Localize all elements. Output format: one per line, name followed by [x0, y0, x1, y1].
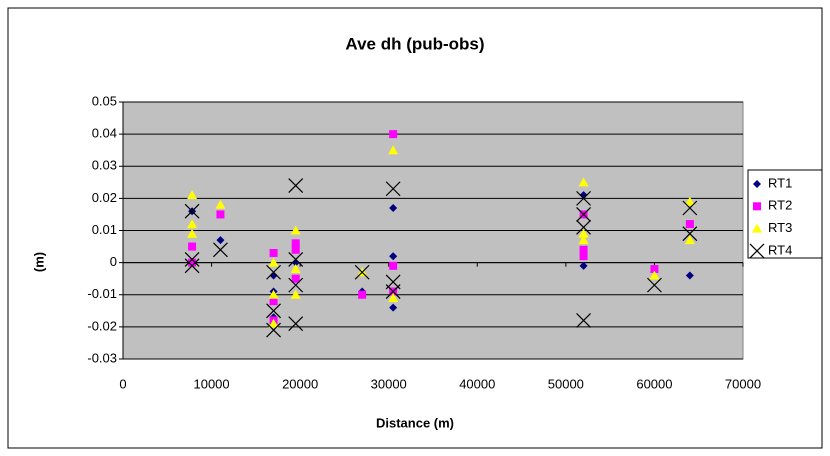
y-tick-label: -0.02: [87, 318, 117, 333]
legend-marker: [753, 202, 761, 211]
chart-title: Ave dh (pub-obs): [345, 34, 484, 53]
x-tick-label: 30000: [371, 376, 407, 391]
data-point: [266, 322, 281, 338]
data-point: [213, 242, 228, 258]
data-point: [216, 210, 225, 219]
data-point: [578, 177, 589, 187]
data-point: [579, 252, 588, 261]
data-point: [215, 199, 226, 209]
legend-marker: [749, 243, 765, 259]
y-tick-label: -0.01: [87, 286, 117, 301]
data-point: [389, 303, 398, 312]
data-point: [268, 289, 279, 299]
x-tick-label: 10000: [193, 376, 229, 391]
y-axis-title: (m): [31, 252, 46, 272]
data-point: [268, 318, 279, 328]
data-point: [291, 239, 300, 248]
data-point: [188, 242, 197, 251]
legend-marker: [752, 223, 762, 233]
data-point: [682, 200, 698, 216]
data-point: [684, 235, 695, 245]
data-point: [290, 289, 301, 299]
data-point: [685, 271, 694, 280]
data-point: [188, 258, 197, 267]
data-point: [187, 190, 198, 200]
data-point: [389, 130, 398, 139]
data-point: [578, 228, 589, 238]
data-point: [684, 196, 695, 206]
data-point: [576, 190, 591, 206]
data-point: [354, 264, 370, 280]
data-point: [269, 297, 278, 306]
x-tick-label: 70000: [725, 376, 761, 391]
x-tick-label: 50000: [548, 376, 584, 391]
data-point: [358, 290, 367, 299]
data-point: [650, 265, 659, 274]
data-point: [288, 251, 304, 267]
data-point: [649, 270, 660, 280]
data-point: [288, 316, 304, 332]
data-point: [685, 220, 694, 229]
data-point: [579, 261, 588, 270]
data-point: [269, 248, 278, 257]
data-point: [266, 264, 281, 280]
data-point: [291, 274, 300, 283]
data-point: [385, 284, 401, 299]
legend-label: RT2: [768, 198, 792, 213]
data-point: [576, 219, 591, 235]
x-tick-label: 40000: [459, 376, 495, 391]
y-tick-label: 0.01: [92, 222, 117, 237]
data-point: [187, 228, 198, 238]
data-point: [184, 203, 200, 219]
data-point: [291, 245, 300, 254]
legend-label: RT4: [768, 242, 792, 257]
data-point: [288, 277, 304, 293]
data-point: [290, 264, 301, 274]
legend-label: RT3: [768, 220, 792, 235]
y-tick-label: 0.02: [92, 190, 117, 205]
x-tick-label: 20000: [282, 376, 318, 391]
data-point: [647, 277, 662, 293]
data-point: [385, 181, 401, 197]
data-point: [266, 303, 281, 319]
y-tick-label: 0: [110, 254, 117, 269]
data-point: [216, 236, 225, 245]
y-tick-label: 0.04: [92, 126, 117, 141]
y-tick-label: 0.03: [92, 158, 117, 173]
data-point: [576, 313, 591, 328]
data-point: [290, 225, 301, 235]
data-point: [579, 245, 588, 254]
data-point: [389, 204, 398, 213]
y-tick-label: 0.05: [92, 93, 117, 108]
data-point: [388, 145, 399, 155]
data-point: [682, 226, 698, 242]
x-axis-title: Distance (m): [376, 415, 454, 430]
data-point: [578, 235, 589, 245]
x-tick-label: 0: [119, 376, 126, 391]
data-point: [184, 251, 200, 267]
legend-label: RT1: [768, 175, 792, 190]
legend-marker: [753, 180, 761, 188]
y-tick-label: -0.03: [87, 350, 117, 365]
data-point: [184, 258, 200, 274]
data-point: [389, 261, 398, 270]
data-point: [389, 252, 398, 261]
data-point: [388, 292, 399, 302]
x-tick-label: 60000: [636, 376, 672, 391]
data-point: [268, 257, 279, 267]
data-point: [187, 219, 198, 229]
data-point: [576, 207, 591, 222]
data-point: [288, 178, 304, 193]
